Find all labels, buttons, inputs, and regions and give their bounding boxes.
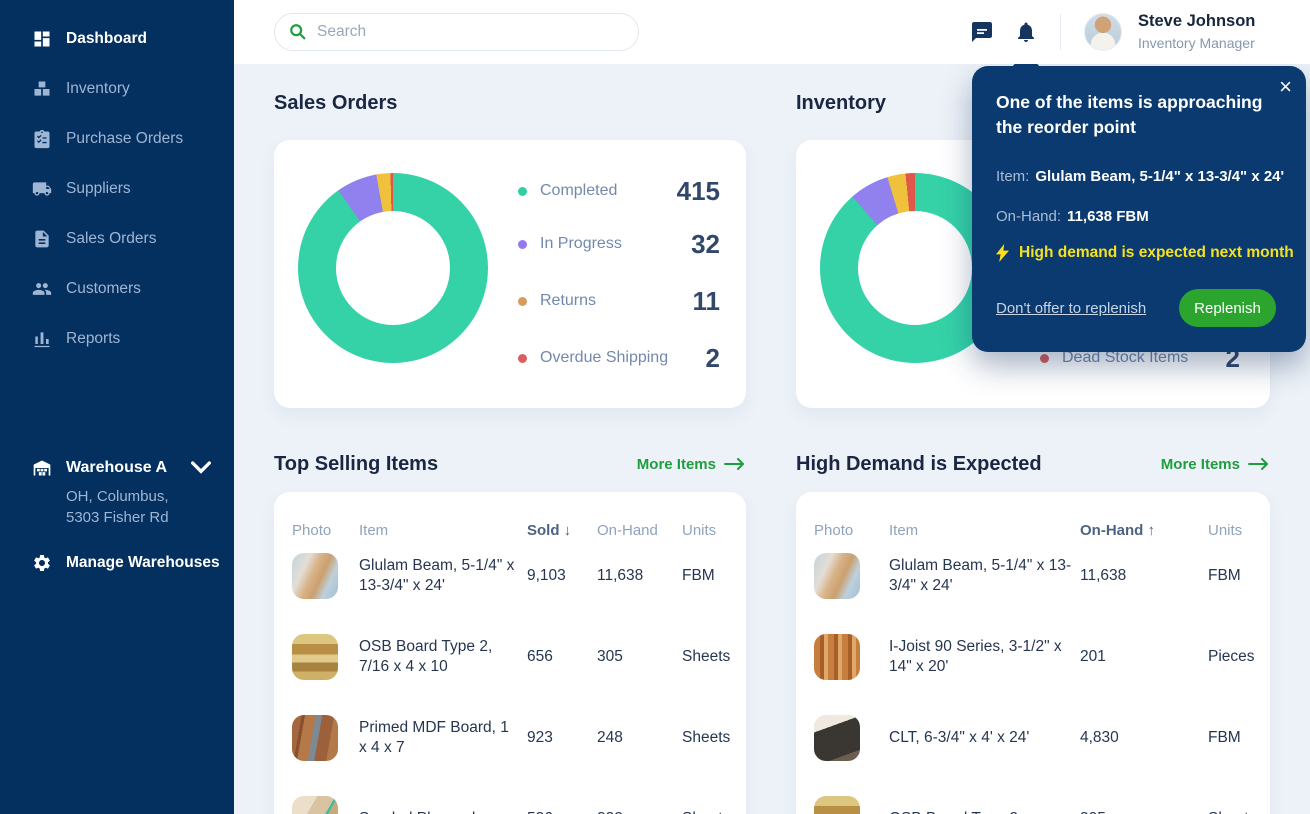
sidebar-item-suppliers[interactable]: Suppliers	[0, 164, 234, 214]
item-photo	[814, 552, 860, 599]
sidebar-item-label: Customers	[66, 280, 141, 297]
legend-dot	[518, 186, 527, 196]
close-icon[interactable]: ×	[1279, 74, 1292, 99]
legend-dot	[518, 353, 527, 363]
purchase-orders-clipboard-icon	[34, 129, 50, 149]
sidebar-item-label: Dashboard	[66, 30, 147, 47]
sort-header-onhand[interactable]: On-Hand ↑	[1080, 521, 1156, 539]
table-row[interactable]: I-Joist 90 Series, 3-1/2" x 14" x 20' 20…	[814, 633, 1270, 680]
manage-warehouses-button[interactable]: Manage Warehouses	[32, 553, 220, 573]
notification-item-row: Item: Glulam Beam, 5-1/4" x 13-3/4" x 24'	[996, 168, 1285, 185]
sidebar-item-reports[interactable]: Reports	[0, 314, 234, 364]
sales-orders-card: Completed 415 In Progress 32 Returns 11 …	[274, 140, 746, 408]
item-photo	[292, 552, 338, 599]
table-row[interactable]: OSB Board Type 2, 7/16 x 4 x 10 656 305 …	[292, 633, 746, 680]
warehouse-selector[interactable]: Warehouse A	[32, 458, 222, 478]
lightning-icon	[996, 244, 1009, 262]
messages-button[interactable]	[970, 20, 996, 46]
legend-dot	[518, 239, 527, 249]
notification-onhand-row: On-Hand: 11,638 FBM	[996, 208, 1149, 225]
search-icon	[290, 24, 306, 40]
table-row[interactable]: OSB Board Type 2, 305 Sheets	[814, 795, 1270, 814]
top-selling-header-row: Photo Item Sold ↓ On-Hand Units	[292, 521, 717, 539]
notification-warning-row: High demand is expected next month	[996, 244, 1294, 262]
legend-row-overdue-shipping: Overdue Shipping 2	[518, 343, 720, 373]
sidebar-item-customers[interactable]: Customers	[0, 264, 234, 314]
dashboard-grid-icon	[34, 31, 50, 47]
warehouse-icon	[33, 460, 51, 476]
user-role: Inventory Manager	[1138, 35, 1255, 51]
manage-warehouses-label: Manage Warehouses	[66, 554, 220, 571]
sidebar-item-purchase-orders[interactable]: Purchase Orders	[0, 114, 234, 164]
sidebar-item-label: Inventory	[66, 80, 130, 97]
high-demand-title: High Demand is Expected	[796, 452, 1042, 475]
sidebar-item-label: Reports	[66, 330, 121, 347]
notification-popup: × One of the items is approaching the re…	[972, 64, 1306, 352]
item-photo	[292, 633, 338, 680]
notification-title: One of the items is approaching the reor…	[996, 92, 1263, 137]
table-row[interactable]: Sanded Plywood 536 332 Sheets	[292, 795, 746, 814]
top-selling-more-items-link[interactable]: More Items	[637, 456, 746, 473]
sort-desc-arrow-icon: ↓	[563, 521, 572, 539]
dont-offer-replenish-link[interactable]: Don't offer to replenish	[996, 300, 1147, 317]
legend-dot	[1040, 353, 1049, 363]
legend-row-completed: Completed 415	[518, 176, 720, 206]
sidebar-item-label: Sales Orders	[66, 230, 157, 247]
item-photo	[814, 633, 860, 680]
user-avatar[interactable]	[1084, 13, 1122, 51]
item-photo	[292, 795, 338, 814]
sidebar-nav: Dashboard Inventory Purchase Orders Supp…	[0, 0, 234, 364]
sales-orders-title: Sales Orders	[274, 92, 398, 114]
arrow-right-icon	[724, 458, 744, 470]
topbar: Steve Johnson Inventory Manager	[234, 0, 1310, 64]
gear-icon	[34, 555, 50, 571]
top-selling-table: Photo Item Sold ↓ On-Hand Units Glulam B…	[274, 492, 746, 814]
inventory-title: Inventory	[796, 92, 887, 114]
topbar-divider	[1060, 14, 1061, 50]
high-demand-title-row: High Demand is Expected More Items	[796, 450, 1270, 478]
sort-header-sold[interactable]: Sold ↓	[527, 521, 572, 539]
item-photo	[292, 714, 338, 761]
replenish-button[interactable]: Replenish	[1179, 289, 1276, 327]
suppliers-truck-icon	[32, 182, 52, 196]
top-selling-title-row: Top Selling Items More Items	[274, 450, 746, 478]
warehouse-address: OH, Columbus, 5303 Fisher Rd	[66, 488, 169, 526]
inventory-boxes-icon	[34, 81, 50, 96]
customers-people-icon	[32, 283, 52, 295]
sidebar-item-sales-orders[interactable]: Sales Orders	[0, 214, 234, 264]
warehouse-name: Warehouse A	[66, 459, 168, 476]
table-row[interactable]: Glulam Beam, 5-1/4" x 13-3/4" x 24' 9,10…	[292, 552, 746, 599]
sidebar-item-dashboard[interactable]: Dashboard	[0, 14, 234, 64]
sales-orders-donut-chart	[298, 173, 488, 363]
chat-icon	[972, 22, 992, 42]
sidebar-item-label: Purchase Orders	[66, 130, 184, 147]
item-photo	[814, 795, 860, 814]
sales-orders-document-icon	[35, 230, 49, 248]
search-bar	[274, 13, 639, 51]
high-demand-more-items-link[interactable]: More Items	[1161, 456, 1270, 473]
chevron-down-icon[interactable]	[191, 458, 212, 478]
sidebar: Dashboard Inventory Purchase Orders Supp…	[0, 0, 234, 814]
notifications-button[interactable]	[1014, 20, 1040, 46]
table-row[interactable]: Glulam Beam, 5-1/4" x 13-3/4" x 24' 11,6…	[814, 552, 1270, 599]
table-row[interactable]: Primed MDF Board, 1 x 4 x 7 923 248 Shee…	[292, 714, 746, 761]
main-content: Sales Orders Completed 415 In Progress 3…	[234, 64, 1310, 814]
bell-icon	[1018, 22, 1034, 42]
legend-row-in-progress: In Progress 32	[518, 229, 720, 259]
warehouse-selector-block: Warehouse A OH, Columbus, 5303 Fisher Rd	[32, 458, 222, 528]
sidebar-item-label: Suppliers	[66, 180, 131, 197]
legend-row-returns: Returns 11	[518, 286, 720, 316]
search-input[interactable]	[317, 23, 624, 41]
item-photo	[814, 714, 860, 761]
sidebar-item-inventory[interactable]: Inventory	[0, 64, 234, 114]
high-demand-header-row: Photo Item On-Hand ↑ Units	[814, 521, 1243, 539]
table-row[interactable]: CLT, 6-3/4" x 4' x 24' 4,830 FBM	[814, 714, 1270, 761]
high-demand-table: Photo Item On-Hand ↑ Units Glulam Beam, …	[796, 492, 1270, 814]
legend-dot	[518, 296, 527, 306]
top-selling-title: Top Selling Items	[274, 452, 439, 475]
sort-asc-arrow-icon: ↑	[1147, 521, 1156, 539]
reports-chart-icon	[34, 332, 50, 348]
user-name: Steve Johnson	[1138, 12, 1256, 30]
arrow-right-icon	[1248, 458, 1268, 470]
